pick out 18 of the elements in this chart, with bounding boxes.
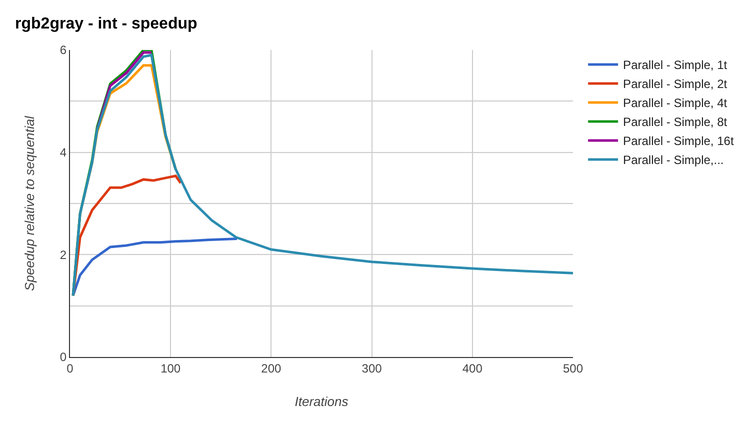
x-tick-label: 200 (261, 361, 282, 376)
y-tick-label: 0 (60, 350, 67, 364)
legend-label: Parallel - Simple, 4t (623, 96, 728, 110)
x-tick-label: 400 (462, 361, 483, 376)
chart-title: rgb2gray - int - speedup (15, 15, 198, 32)
x-axis-title: Iterations (294, 394, 349, 409)
x-tick-label: 500 (562, 361, 584, 376)
x-tick-label: 300 (362, 361, 382, 376)
legend-label: Parallel - Simple,... (623, 153, 724, 168)
x-tick-label: 100 (160, 361, 181, 376)
y-axis-title: Speedup relative to sequential (22, 114, 37, 291)
y-tick-label: 2 (60, 248, 67, 262)
legend-label: Parallel - Simple, 16t (623, 134, 734, 148)
y-tick-label: 4 (60, 146, 67, 160)
legend-label: Parallel - Simple, 2t (623, 77, 728, 92)
y-tick-label: 6 (60, 43, 67, 58)
legend-label: Parallel - Simple, 8t (623, 115, 728, 130)
legend-label: Parallel - Simple, 1t (623, 58, 728, 72)
